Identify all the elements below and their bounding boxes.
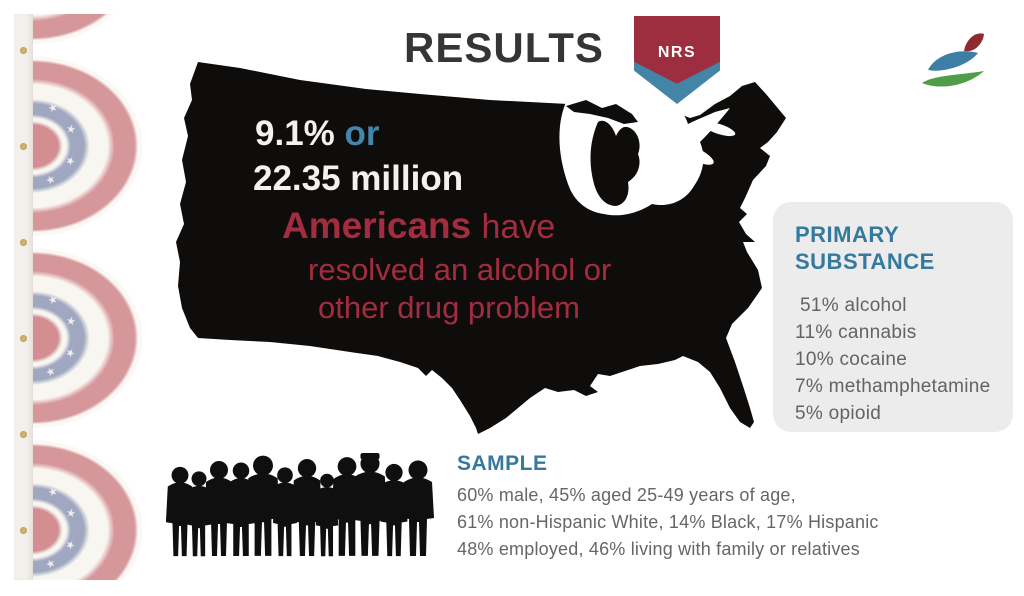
- substance-item-opioid: 5% opioid: [795, 402, 882, 424]
- sample-heading: SAMPLE: [457, 452, 548, 475]
- grommet-icon: [20, 335, 27, 342]
- substance-item-cannabis: 11% cannabis: [795, 321, 917, 343]
- callout-americans-line: Americans have: [282, 205, 555, 247]
- primary-substance-panel: PRIMARY SUBSTANCE 51% alcohol 11% cannab…: [773, 202, 1013, 432]
- usa-map-silhouette: [176, 62, 786, 434]
- callout-americans: Americans: [282, 205, 472, 246]
- callout-amount: 22.35 million: [253, 159, 464, 198]
- substance-item-cocaine: 10% cocaine: [795, 348, 908, 370]
- star-icon: [65, 315, 79, 329]
- star-icon: [65, 507, 79, 521]
- sample-text: 60% male, 45% aged 25-49 years of age, 6…: [457, 482, 879, 563]
- primary-substance-heading: PRIMARY SUBSTANCE: [795, 222, 935, 274]
- callout-percentage: 9.1%: [255, 114, 335, 153]
- star-icon: [65, 123, 79, 137]
- primary-substance-list: 51% alcohol 11% cannabis 10% cocaine 7% …: [795, 292, 1003, 427]
- grommet-icon: [20, 47, 27, 54]
- substance-item-alcohol: 51% alcohol: [800, 294, 907, 316]
- callout-resolved-line: resolved an alcohol or: [308, 252, 612, 287]
- flag-pole: [14, 14, 33, 580]
- nrs-badge: NRS: [634, 16, 720, 104]
- callout-problem-line: other drug problem: [318, 290, 580, 325]
- grommet-icon: [20, 143, 27, 150]
- callout-percentage-line: 9.1% or: [255, 114, 380, 154]
- sample-line-employment: 48% employed, 46% living with family or …: [457, 539, 860, 559]
- sample-line-demographics: 60% male, 45% aged 25-49 years of age,: [457, 485, 796, 505]
- nrs-badge-label: NRS: [657, 44, 697, 61]
- substance-item-methamphetamine: 7% methamphetamine: [795, 375, 991, 397]
- crowd-silhouette: [166, 453, 434, 557]
- grommet-icon: [20, 239, 27, 246]
- leaves-logo-icon: [922, 33, 984, 87]
- callout-have: have: [481, 208, 556, 246]
- grommet-icon: [20, 431, 27, 438]
- grommet-icon: [20, 527, 27, 534]
- page-title: RESULTS: [404, 24, 604, 71]
- callout-or: or: [344, 114, 380, 153]
- sample-line-ethnicity: 61% non-Hispanic White, 14% Black, 17% H…: [457, 512, 879, 532]
- flag-bunting-strip: [14, 14, 166, 580]
